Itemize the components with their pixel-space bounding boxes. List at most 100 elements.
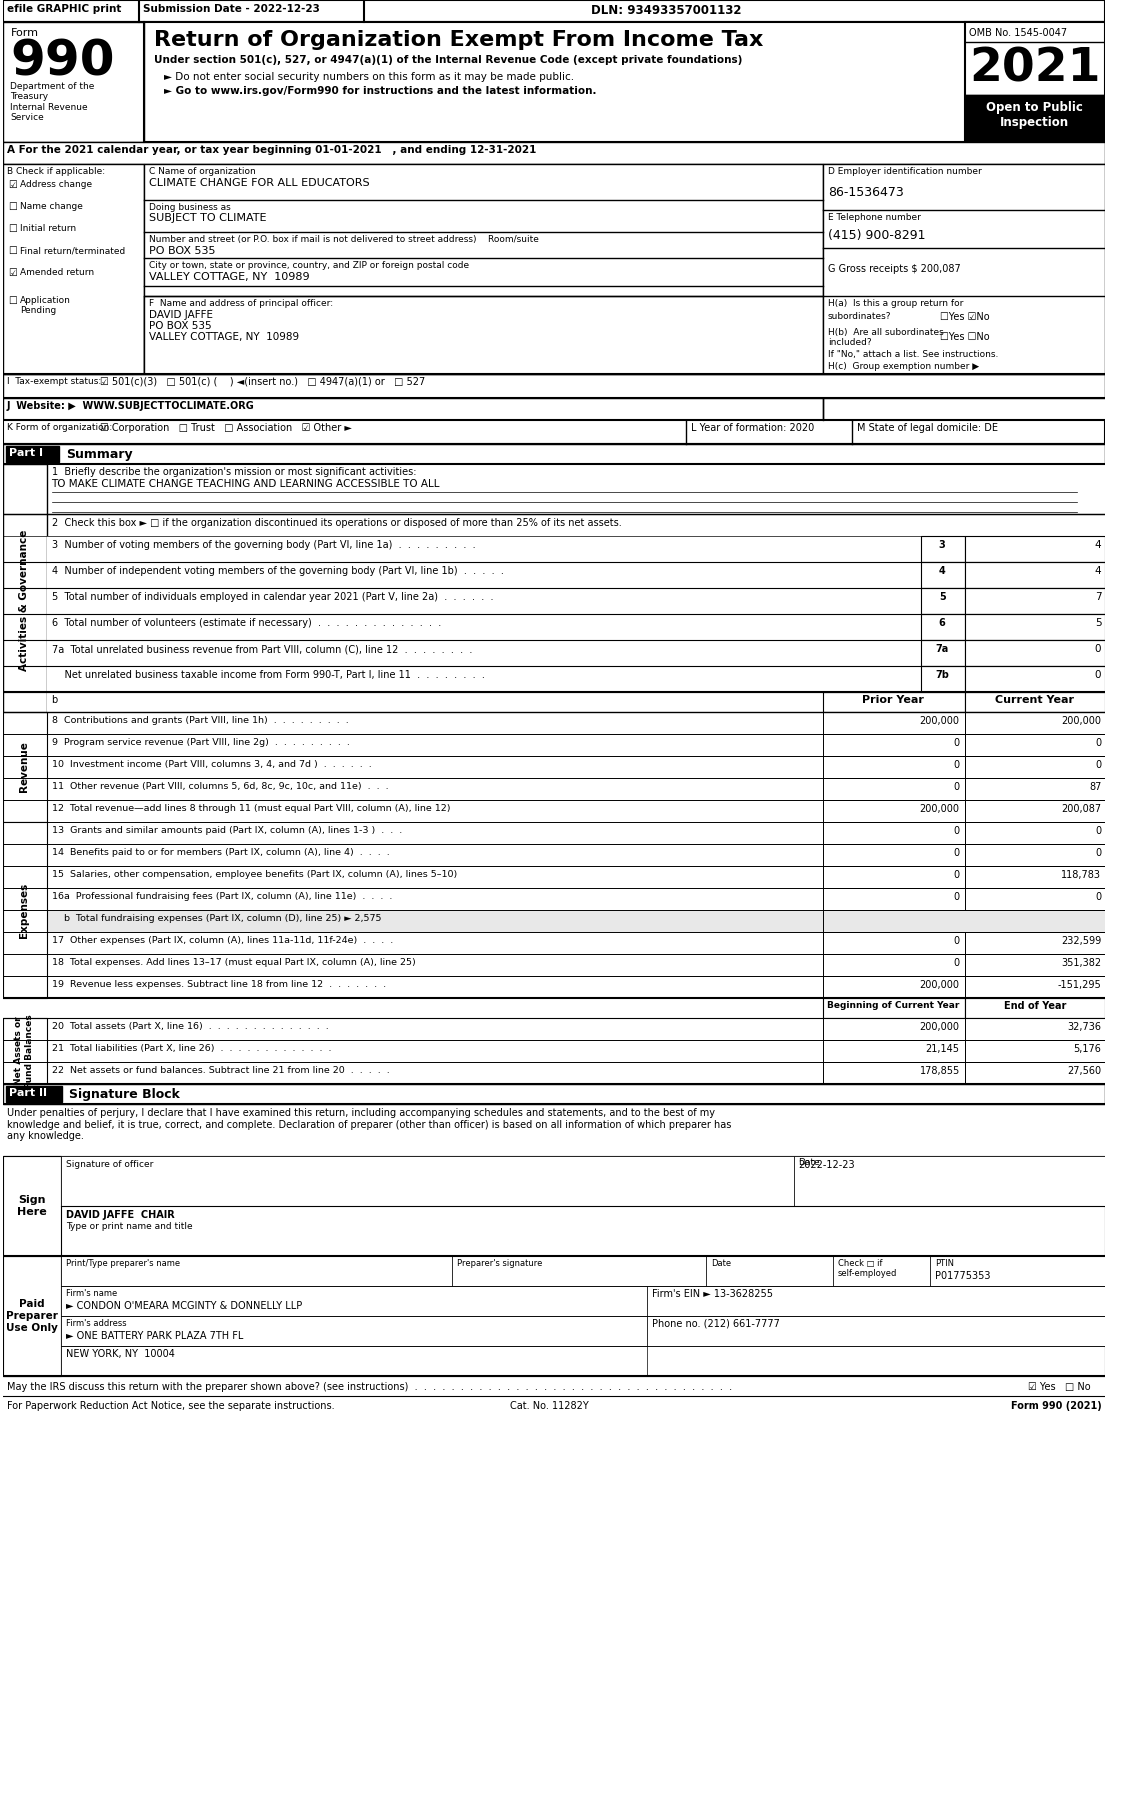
Bar (794, 1156, 1105, 1206)
Bar (964, 640, 1105, 666)
Text: 1  Briefly describe the organization's mission or most significant activities:: 1 Briefly describe the organization's mi… (52, 466, 415, 477)
Text: -151,295: -151,295 (1058, 980, 1101, 990)
Bar (823, 163, 1105, 374)
Bar (46, 562, 920, 588)
Bar (46, 1061, 823, 1085)
Bar (964, 932, 1105, 954)
Bar (964, 691, 1105, 713)
Bar (46, 844, 823, 865)
Bar (2, 374, 1105, 397)
Bar (2, 397, 823, 421)
Text: City or town, state or province, country, and ZIP or foreign postal code: City or town, state or province, country… (149, 261, 470, 270)
Text: 200,000: 200,000 (920, 1021, 960, 1032)
Text: Doing business as: Doing business as (149, 203, 231, 212)
Text: C Name of organization: C Name of organization (149, 167, 256, 176)
Text: 4: 4 (1095, 566, 1101, 577)
Text: 4: 4 (1095, 541, 1101, 550)
Text: 12  Total revenue—add lines 8 through 11 (must equal Part VIII, column (A), line: 12 Total revenue—add lines 8 through 11 … (52, 804, 450, 813)
Bar (2, 1156, 61, 1255)
Bar (964, 889, 1105, 911)
Text: 21,145: 21,145 (926, 1045, 960, 1054)
Text: Prior Year: Prior Year (863, 695, 925, 706)
Text: 22  Net assets or fund balances. Subtract line 21 from line 20  .  .  .  .  .: 22 Net assets or fund balances. Subtract… (52, 1067, 390, 1076)
Text: 0: 0 (1095, 847, 1101, 858)
Bar (930, 1255, 1105, 1286)
Bar (61, 1286, 647, 1315)
Text: ► ONE BATTERY PARK PLAZA 7TH FL: ► ONE BATTERY PARK PLAZA 7TH FL (67, 1331, 244, 1341)
Bar (823, 844, 964, 865)
Text: NEW YORK, NY  10004: NEW YORK, NY 10004 (67, 1350, 175, 1359)
Text: 0: 0 (954, 738, 960, 747)
Text: ☐: ☐ (9, 201, 17, 212)
Bar (2, 374, 1105, 395)
Bar (706, 1255, 833, 1286)
Bar (964, 1061, 1105, 1085)
Text: 5: 5 (939, 591, 945, 602)
Text: ☐Yes ☑No: ☐Yes ☑No (940, 312, 990, 323)
Bar (6, 1087, 62, 1101)
Text: ☑: ☑ (9, 180, 17, 190)
Bar (647, 1286, 1105, 1315)
Bar (964, 1018, 1105, 1039)
Text: 178,855: 178,855 (919, 1067, 960, 1076)
Bar (46, 640, 920, 666)
Text: Under section 501(c), 527, or 4947(a)(1) of the Internal Revenue Code (except pr: Under section 501(c), 527, or 4947(a)(1)… (154, 54, 743, 65)
Text: PO BOX 535: PO BOX 535 (149, 321, 212, 330)
Text: DLN: 93493357001132: DLN: 93493357001132 (592, 4, 742, 16)
Text: 232,599: 232,599 (1061, 936, 1101, 945)
Bar (823, 1018, 964, 1039)
Bar (823, 822, 964, 844)
Text: 3: 3 (939, 541, 945, 550)
Text: Form 990 (2021): Form 990 (2021) (1010, 1400, 1101, 1411)
Text: 5,176: 5,176 (1074, 1045, 1101, 1054)
Bar (823, 998, 964, 1018)
Bar (46, 756, 823, 778)
Bar (920, 562, 964, 588)
Text: ☑ Yes   □ No: ☑ Yes □ No (1029, 1382, 1091, 1391)
Text: Number and street (or P.O. box if mail is not delivered to street address)    Ro: Number and street (or P.O. box if mail i… (149, 236, 539, 245)
Text: For Paperwork Reduction Act Notice, see the separate instructions.: For Paperwork Reduction Act Notice, see … (7, 1400, 334, 1411)
Text: 2022-12-23: 2022-12-23 (798, 1159, 855, 1170)
Bar (833, 1255, 930, 1286)
Text: 13  Grants and similar amounts paid (Part IX, column (A), lines 1-3 )  .  .  .: 13 Grants and similar amounts paid (Part… (52, 825, 402, 834)
Text: Name change: Name change (20, 201, 84, 210)
Bar (46, 822, 823, 844)
Bar (964, 713, 1105, 735)
Text: Firm's EIN ► 13-3628255: Firm's EIN ► 13-3628255 (653, 1290, 773, 1299)
Text: 200,000: 200,000 (1061, 717, 1101, 726)
Bar (61, 1156, 794, 1206)
Text: 3  Number of voting members of the governing body (Part VI, line 1a)  .  .  .  .: 3 Number of voting members of the govern… (52, 541, 475, 550)
Text: P01775353: P01775353 (935, 1272, 991, 1281)
Text: 0: 0 (954, 825, 960, 836)
Text: B Check if applicable:: B Check if applicable: (7, 167, 105, 176)
Text: 0: 0 (954, 892, 960, 902)
Bar (964, 756, 1105, 778)
Bar (964, 94, 1105, 141)
Text: 0: 0 (1095, 738, 1101, 747)
Text: 5: 5 (1095, 619, 1101, 628)
Text: J  Website: ▶  WWW.SUBJECTTOCLIMATE.ORG: J Website: ▶ WWW.SUBJECTTOCLIMATE.ORG (7, 401, 254, 412)
Bar (2, 0, 1105, 22)
Text: b  Total fundraising expenses (Part IX, column (D), line 25) ► 2,575: b Total fundraising expenses (Part IX, c… (52, 914, 380, 923)
Text: 17  Other expenses (Part IX, column (A), lines 11a-11d, 11f-24e)  .  .  .  .: 17 Other expenses (Part IX, column (A), … (52, 936, 393, 945)
Bar (647, 1315, 1105, 1346)
Text: CLIMATE CHANGE FOR ALL EDUCATORS: CLIMATE CHANGE FOR ALL EDUCATORS (149, 178, 370, 189)
Bar (46, 976, 823, 998)
Bar (2, 822, 46, 998)
Bar (46, 666, 920, 691)
Bar (61, 1255, 452, 1286)
Text: Form: Form (10, 27, 38, 38)
Bar (46, 954, 823, 976)
Text: 4  Number of independent voting members of the governing body (Part VI, line 1b): 4 Number of independent voting members o… (52, 566, 504, 577)
Bar (2, 1255, 1105, 1377)
Text: Sign
Here: Sign Here (17, 1195, 47, 1217)
Bar (46, 889, 823, 911)
Text: Preparer's signature: Preparer's signature (457, 1259, 542, 1268)
Text: Date: Date (710, 1259, 730, 1268)
Text: 0: 0 (1095, 669, 1101, 680)
Text: (415) 900-8291: (415) 900-8291 (828, 229, 926, 241)
Text: b: b (52, 695, 58, 706)
Bar (823, 932, 964, 954)
Text: 6  Total number of volunteers (estimate if necessary)  .  .  .  .  .  .  .  .  .: 6 Total number of volunteers (estimate i… (52, 619, 440, 628)
Bar (46, 1039, 823, 1061)
